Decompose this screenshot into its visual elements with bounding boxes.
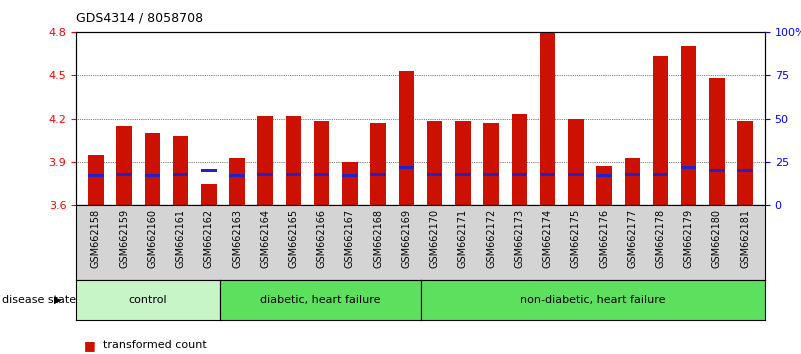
Bar: [116, 172, 132, 176]
Text: GSM662175: GSM662175: [571, 209, 581, 268]
Text: GSM662166: GSM662166: [316, 209, 327, 268]
Bar: [540, 32, 555, 205]
Bar: [681, 166, 697, 169]
Text: diabetic, heart failure: diabetic, heart failure: [260, 295, 380, 305]
Bar: [257, 116, 273, 205]
Text: GSM662172: GSM662172: [486, 209, 496, 268]
Bar: [173, 172, 188, 176]
Text: GSM662165: GSM662165: [288, 209, 299, 268]
Bar: [540, 172, 555, 176]
Bar: [173, 136, 188, 205]
Text: GSM662158: GSM662158: [91, 209, 101, 268]
Bar: [596, 174, 612, 177]
Text: GSM662181: GSM662181: [740, 209, 751, 268]
Bar: [342, 174, 358, 177]
Bar: [229, 174, 245, 177]
Text: GSM662167: GSM662167: [345, 209, 355, 268]
Text: disease state: disease state: [2, 295, 76, 305]
Bar: [427, 121, 442, 205]
Text: transformed count: transformed count: [103, 340, 207, 350]
Bar: [653, 56, 668, 205]
Bar: [116, 126, 132, 205]
Bar: [455, 172, 471, 176]
Bar: [483, 172, 499, 176]
Text: GSM662164: GSM662164: [260, 209, 270, 268]
Bar: [483, 123, 499, 205]
Bar: [625, 158, 640, 205]
Text: GSM662171: GSM662171: [458, 209, 468, 268]
Text: GSM662177: GSM662177: [627, 209, 638, 268]
Text: GSM662174: GSM662174: [542, 209, 553, 268]
Bar: [512, 114, 527, 205]
Text: ▶: ▶: [54, 295, 62, 305]
Bar: [88, 155, 103, 205]
Bar: [314, 172, 329, 176]
Bar: [512, 172, 527, 176]
Bar: [286, 116, 301, 205]
Bar: [427, 172, 442, 176]
Text: GSM662170: GSM662170: [429, 209, 440, 268]
Text: GSM662169: GSM662169: [401, 209, 412, 268]
Bar: [88, 174, 103, 177]
Bar: [568, 172, 584, 176]
Bar: [144, 133, 160, 205]
Bar: [286, 172, 301, 176]
Text: non-diabetic, heart failure: non-diabetic, heart failure: [520, 295, 666, 305]
Bar: [738, 121, 753, 205]
Text: GSM662176: GSM662176: [599, 209, 609, 268]
Bar: [738, 169, 753, 172]
Bar: [257, 172, 273, 176]
Bar: [709, 78, 725, 205]
Text: GSM662178: GSM662178: [655, 209, 666, 268]
Text: GSM662163: GSM662163: [232, 209, 242, 268]
Bar: [201, 169, 216, 172]
Text: GSM662168: GSM662168: [373, 209, 383, 268]
Text: ■: ■: [84, 339, 96, 352]
Bar: [399, 71, 414, 205]
Text: GSM662159: GSM662159: [119, 209, 129, 268]
Bar: [455, 121, 471, 205]
Text: GSM662162: GSM662162: [203, 209, 214, 268]
Bar: [399, 166, 414, 169]
Text: GSM662180: GSM662180: [712, 209, 722, 268]
Bar: [625, 172, 640, 176]
Bar: [653, 172, 668, 176]
Bar: [370, 172, 386, 176]
Text: GSM662161: GSM662161: [175, 209, 186, 268]
Bar: [709, 169, 725, 172]
Bar: [370, 123, 386, 205]
Bar: [144, 174, 160, 177]
Text: control: control: [128, 295, 167, 305]
Bar: [314, 121, 329, 205]
Text: GDS4314 / 8058708: GDS4314 / 8058708: [76, 12, 203, 25]
Bar: [568, 119, 584, 205]
Bar: [201, 184, 216, 205]
Bar: [681, 46, 697, 205]
Text: GSM662160: GSM662160: [147, 209, 157, 268]
Bar: [596, 166, 612, 205]
Bar: [229, 158, 245, 205]
Text: GSM662179: GSM662179: [684, 209, 694, 268]
Bar: [342, 162, 358, 205]
Text: GSM662173: GSM662173: [514, 209, 525, 268]
